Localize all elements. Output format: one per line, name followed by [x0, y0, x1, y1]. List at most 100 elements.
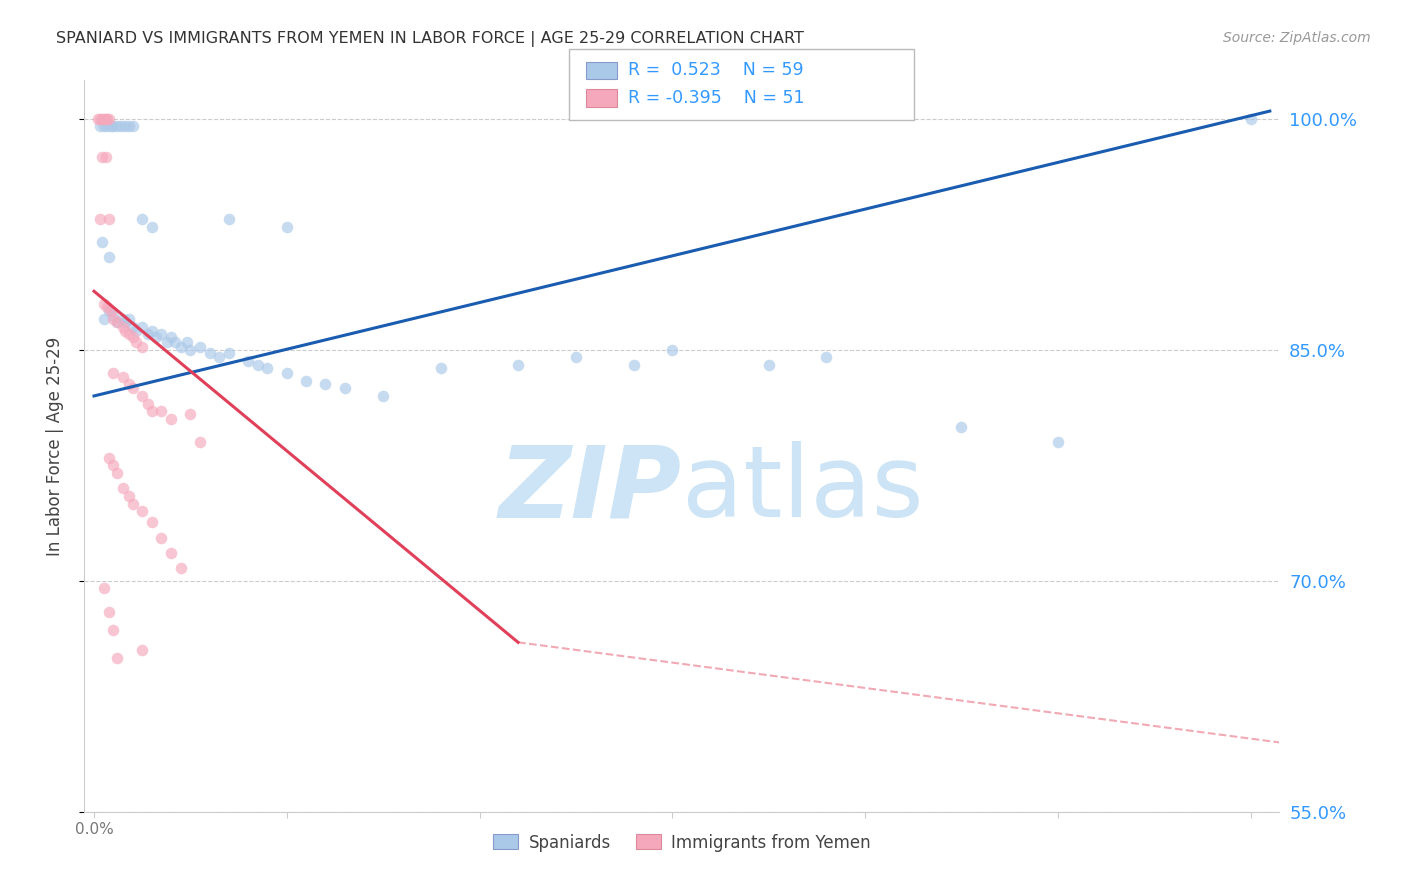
Point — [176, 334, 198, 349]
Point — [121, 497, 143, 511]
Point — [179, 408, 201, 422]
Point — [90, 112, 112, 126]
Point — [118, 312, 141, 326]
Point — [295, 374, 318, 388]
Point — [94, 112, 117, 126]
Point — [208, 351, 231, 365]
Point — [105, 315, 128, 329]
Point — [565, 351, 588, 365]
Point — [160, 546, 183, 560]
Point — [118, 376, 141, 391]
Point — [94, 150, 117, 164]
Point — [188, 340, 211, 354]
Point — [103, 623, 125, 637]
Point — [125, 334, 148, 349]
Point — [276, 366, 298, 380]
Point — [118, 120, 141, 134]
Point — [188, 435, 211, 450]
Point — [1046, 435, 1069, 450]
Point — [150, 327, 173, 342]
Point — [111, 319, 134, 334]
Point — [218, 346, 240, 360]
Point — [276, 219, 298, 234]
Point — [114, 315, 136, 329]
Point — [103, 309, 125, 323]
Point — [90, 150, 112, 164]
Point — [96, 112, 118, 126]
Point — [105, 650, 128, 665]
Point — [758, 358, 780, 372]
Point — [93, 112, 115, 126]
Text: SPANIARD VS IMMIGRANTS FROM YEMEN IN LABOR FORCE | AGE 25-29 CORRELATION CHART: SPANIARD VS IMMIGRANTS FROM YEMEN IN LAB… — [56, 31, 804, 47]
Text: Source: ZipAtlas.com: Source: ZipAtlas.com — [1223, 31, 1371, 45]
Point — [950, 419, 973, 434]
Point — [170, 561, 193, 575]
Point — [93, 582, 115, 596]
Point — [105, 315, 128, 329]
Point — [100, 120, 122, 134]
Point — [125, 324, 148, 338]
Point — [136, 327, 159, 342]
Point — [150, 531, 173, 545]
Point — [96, 300, 118, 314]
Text: R =  0.523    N = 59: R = 0.523 N = 59 — [628, 62, 804, 79]
Point — [121, 120, 143, 134]
Point — [111, 370, 134, 384]
Point — [141, 515, 163, 529]
Point — [110, 120, 132, 134]
Point — [373, 389, 395, 403]
Point — [256, 361, 278, 376]
Point — [815, 351, 838, 365]
Point — [430, 361, 453, 376]
Point — [661, 343, 683, 357]
Point — [160, 412, 183, 426]
Point — [90, 235, 112, 249]
Point — [218, 211, 240, 226]
Point — [141, 324, 163, 338]
Point — [170, 340, 193, 354]
Point — [98, 251, 121, 265]
Point — [136, 397, 159, 411]
Text: R = -0.395    N = 51: R = -0.395 N = 51 — [628, 89, 806, 107]
Point — [98, 112, 121, 126]
Y-axis label: In Labor Force | Age 25-29: In Labor Force | Age 25-29 — [45, 336, 63, 556]
Point — [198, 346, 221, 360]
Point — [96, 120, 118, 134]
Point — [314, 376, 336, 391]
Point — [100, 304, 122, 318]
Point — [121, 381, 143, 395]
Point — [103, 120, 125, 134]
Point — [103, 366, 125, 380]
Point — [89, 120, 111, 134]
Point — [156, 334, 179, 349]
Point — [98, 450, 121, 465]
Point — [121, 330, 143, 344]
Point — [93, 312, 115, 326]
Point — [105, 120, 128, 134]
Point — [179, 343, 201, 357]
Point — [103, 312, 125, 326]
Point — [131, 504, 153, 518]
Point — [506, 358, 529, 372]
Point — [131, 340, 153, 354]
Point — [160, 330, 183, 344]
Point — [111, 481, 134, 495]
Point — [93, 120, 115, 134]
Point — [145, 330, 167, 344]
Legend: Spaniards, Immigrants from Yemen: Spaniards, Immigrants from Yemen — [486, 827, 877, 858]
Point — [333, 381, 356, 395]
Point — [163, 334, 186, 349]
Point — [114, 324, 136, 338]
Text: atlas: atlas — [682, 442, 924, 539]
Point — [98, 605, 121, 619]
Point — [87, 112, 110, 126]
Point — [105, 466, 128, 480]
Point — [150, 404, 173, 418]
Point — [141, 219, 163, 234]
Point — [246, 358, 269, 372]
Point — [118, 327, 141, 342]
Point — [238, 353, 260, 368]
Point — [131, 319, 153, 334]
Point — [131, 643, 153, 657]
Point — [98, 304, 121, 318]
